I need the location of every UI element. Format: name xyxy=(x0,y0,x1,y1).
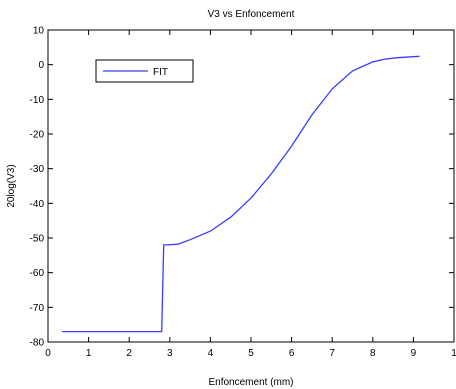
y-tick-label: 0 xyxy=(38,60,44,71)
y-tick-label: -10 xyxy=(30,95,45,106)
x-tick-label: 3 xyxy=(167,348,173,359)
y-axis-ticks: 10 0 -10 -20 -30 -40 -50 -60 -70 -80 xyxy=(30,26,454,349)
x-tick-label: 2 xyxy=(126,348,132,359)
y-tick-label: -40 xyxy=(30,199,45,210)
x-axis-label: Enfoncement (mm) xyxy=(208,377,293,388)
x-tick-label: 4 xyxy=(208,348,214,359)
x-tick-label: 8 xyxy=(370,348,376,359)
x-tick-label: 7 xyxy=(329,348,335,359)
y-tick-label: -80 xyxy=(30,338,45,349)
x-tick-label: 9 xyxy=(411,348,417,359)
y-tick-label: 10 xyxy=(33,26,45,37)
legend-label-fit: FIT xyxy=(153,67,168,78)
x-tick-label: 6 xyxy=(289,348,295,359)
x-tick-label: 1 xyxy=(86,348,92,359)
x-axis-ticks: 0 1 2 3 4 5 6 7 8 9 1 xyxy=(45,30,456,359)
y-tick-label: -50 xyxy=(30,234,45,245)
chart-title: V3 vs Enfoncement xyxy=(208,9,295,20)
x-tick-label: 1 xyxy=(451,348,456,359)
series-layer xyxy=(62,55,420,333)
x-tick-label: 0 xyxy=(45,348,51,359)
legend: FIT xyxy=(95,59,194,83)
series-line-fit xyxy=(62,55,420,333)
x-tick-label: 5 xyxy=(248,348,254,359)
y-tick-label: -20 xyxy=(30,130,45,141)
y-axis-label: 20log(V3) xyxy=(6,164,17,207)
y-tick-label: -70 xyxy=(30,303,45,314)
y-tick-label: -60 xyxy=(30,268,45,279)
y-tick-label: -30 xyxy=(30,164,45,175)
